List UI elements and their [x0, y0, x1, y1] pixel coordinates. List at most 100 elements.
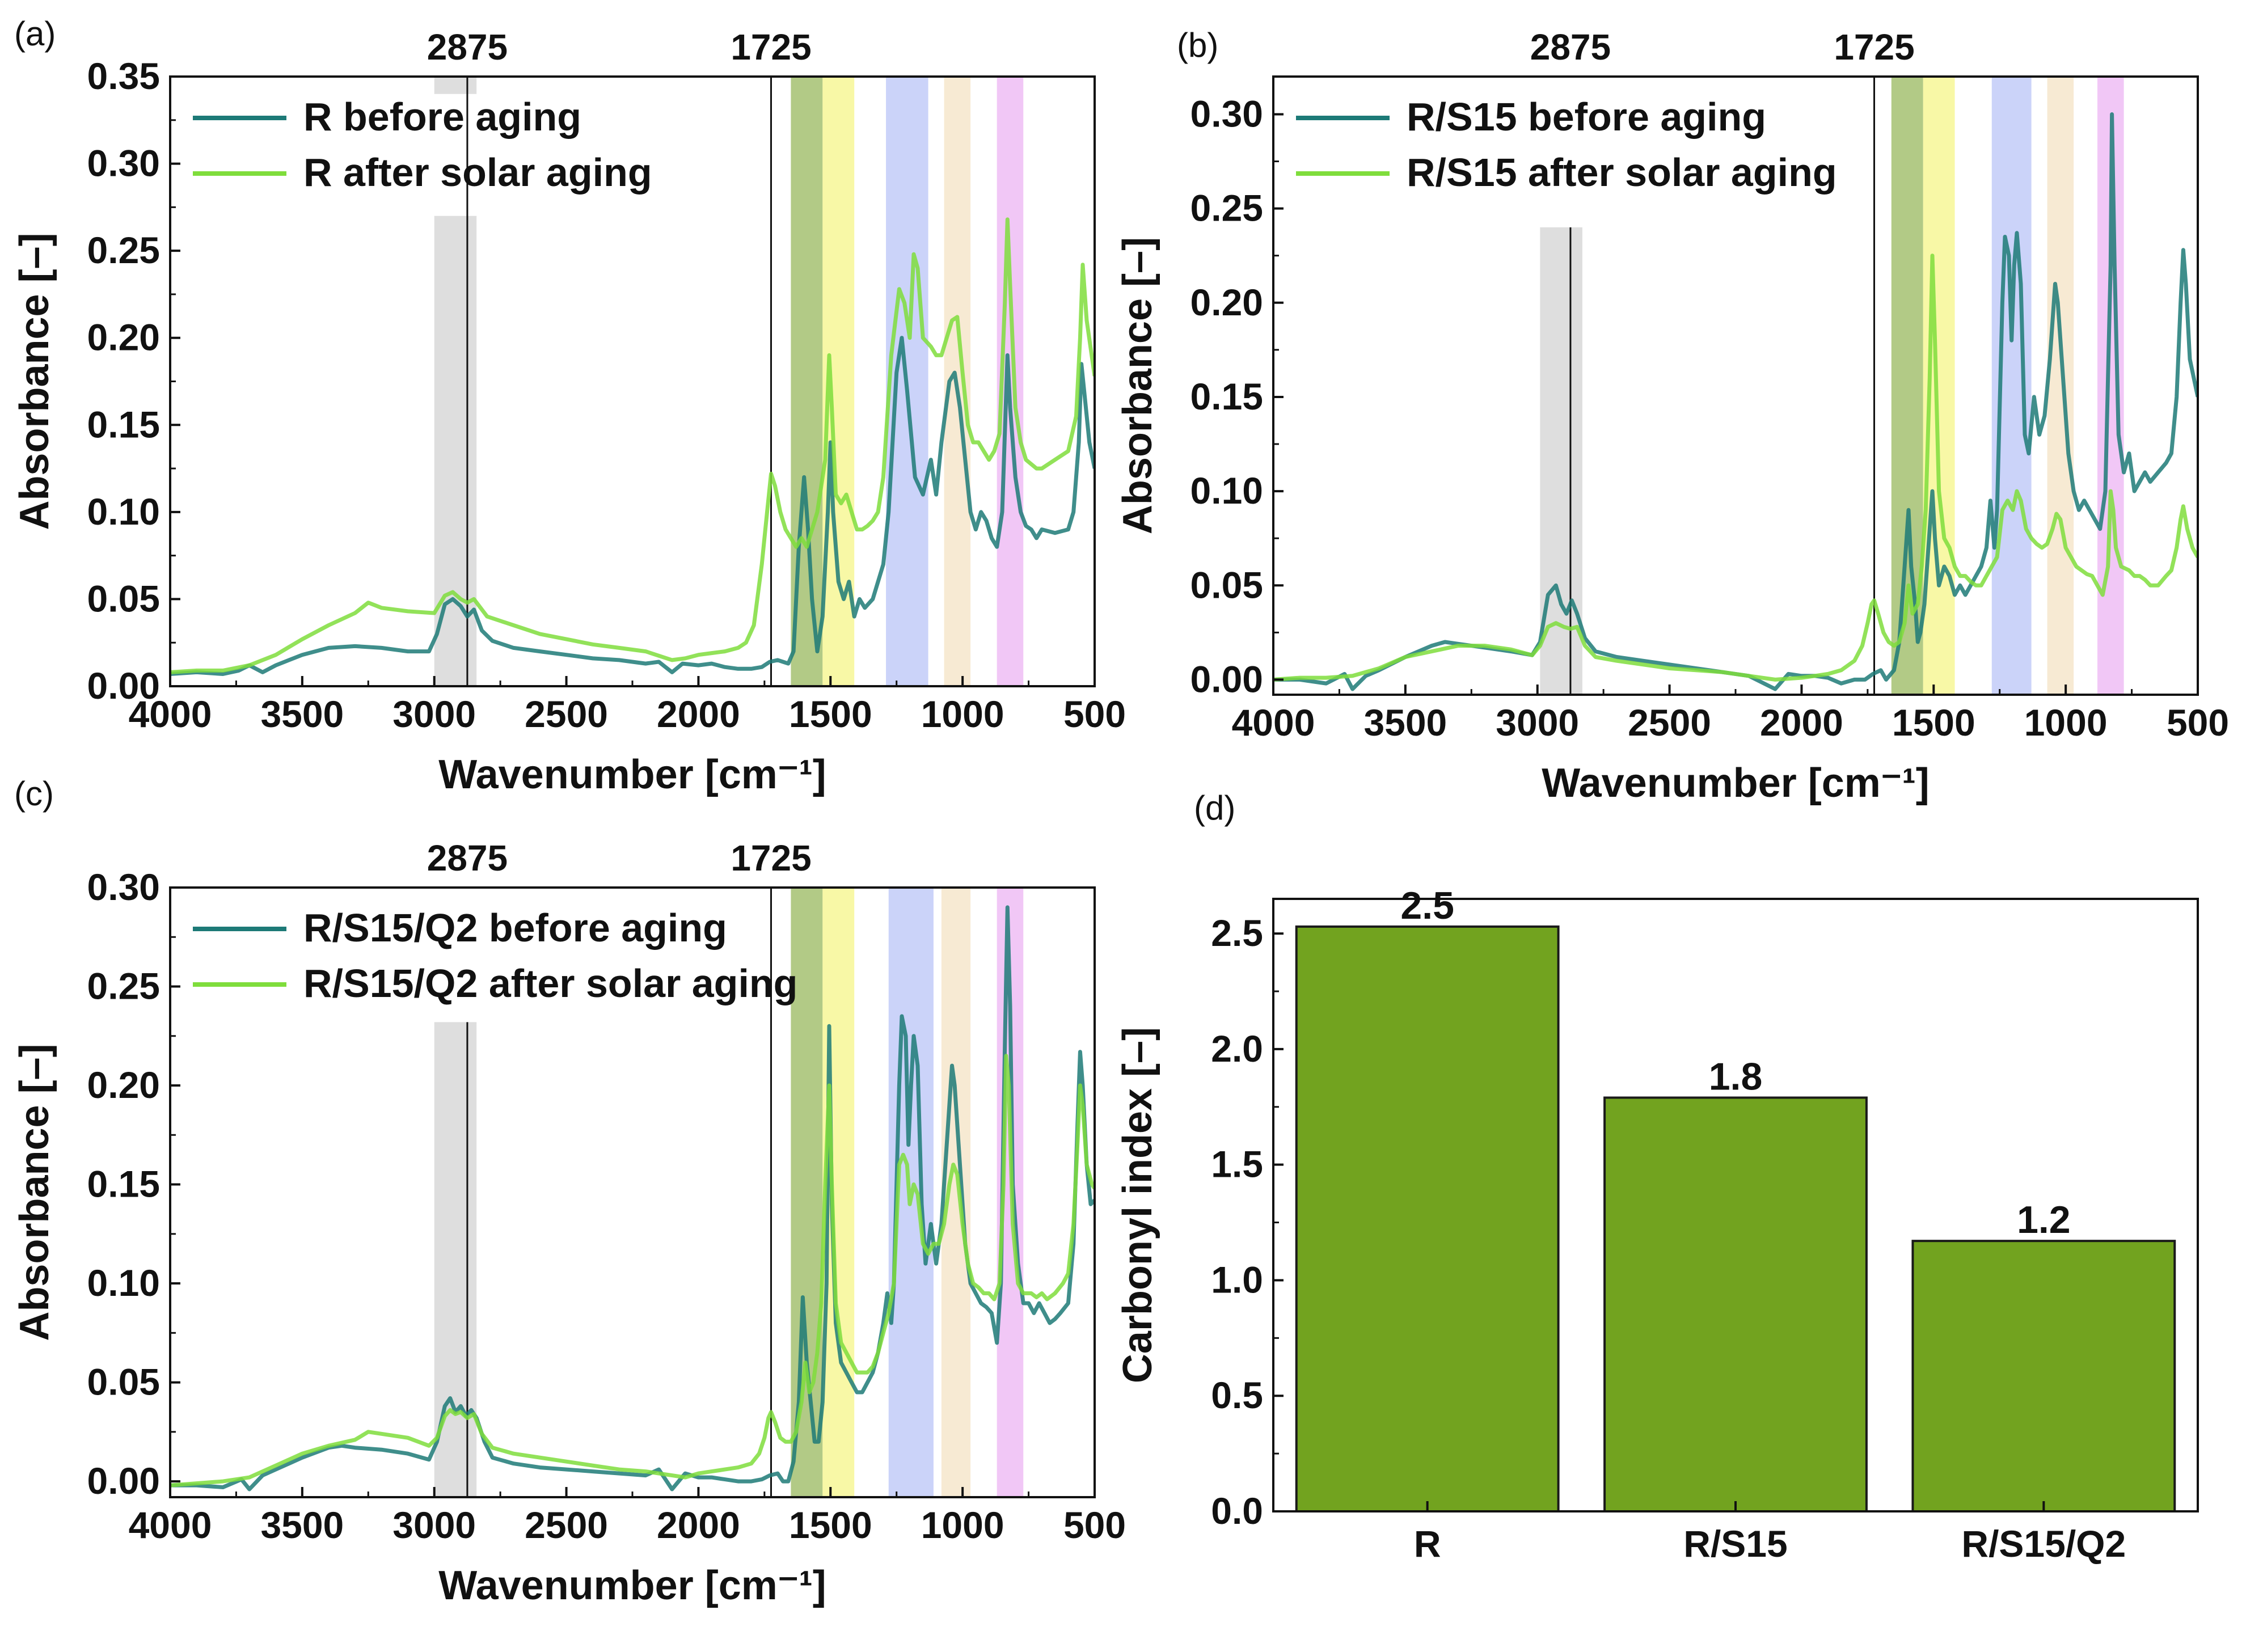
- series-line-before-aging: [170, 905, 1095, 1492]
- y-tick-label: 2.5: [1211, 912, 1263, 954]
- y-tick-label: 1.5: [1211, 1143, 1263, 1185]
- y-tick-label: 0.00: [87, 665, 160, 707]
- x-tick-label: 1000: [2024, 702, 2108, 743]
- series-line-after-solar-aging: [1273, 253, 2198, 682]
- y-tick-label: 0.35: [87, 55, 160, 97]
- x-tick-label: 3000: [1496, 702, 1579, 743]
- x-tick-label: R/S15/Q2: [1961, 1523, 2126, 1565]
- x-tick-label: 1000: [921, 1504, 1004, 1546]
- panel-label: (c): [14, 775, 54, 813]
- x-tick-label: 1500: [789, 693, 872, 735]
- x-tick-label: 500: [1063, 1504, 1126, 1546]
- y-tick-label: 0.15: [87, 403, 160, 445]
- reference-line-label: 2875: [427, 27, 508, 67]
- plot-frame: [169, 886, 1096, 1498]
- highlight-band: [1540, 227, 1582, 695]
- x-tick-label: R/S15: [1683, 1523, 1787, 1565]
- highlight-band: [434, 216, 477, 686]
- x-tick-label: 4000: [129, 693, 212, 735]
- y-tick-label: 0.25: [1190, 187, 1263, 229]
- x-tick-label: 3500: [1363, 702, 1447, 743]
- y-tick-label: 0.25: [87, 965, 160, 1007]
- y-tick-label: 0.25: [87, 229, 160, 271]
- series-line-before-aging: [1273, 112, 2198, 691]
- reference-line-label: 2875: [427, 838, 508, 878]
- x-tick-label: 1500: [1892, 702, 1975, 743]
- reference-line-label: 1725: [731, 838, 811, 878]
- x-tick-label: 2500: [525, 693, 608, 735]
- plot-frame: [1272, 75, 2199, 696]
- panel-label: (a): [14, 15, 56, 53]
- reference-line-label: 1725: [731, 27, 811, 67]
- plot-area: [170, 888, 1095, 1497]
- series-line-after-solar-aging: [170, 217, 1095, 674]
- y-tick-label: 0.20: [87, 316, 160, 358]
- y-tick-label: 0.20: [87, 1064, 160, 1106]
- y-tick-label: 0.10: [87, 491, 160, 533]
- x-axis-title: Wavenumber [cm⁻¹]: [438, 1563, 826, 1608]
- y-tick-label: 0.00: [87, 1460, 160, 1502]
- panel-c: (c) 2875 1725 4000 3500 3000 2500 2000 1500 1000 5…: [12, 775, 1126, 1608]
- plot-frame: [169, 75, 1096, 687]
- y-tick-label: 0.30: [87, 866, 160, 908]
- x-axis-title: Wavenumber [cm⁻¹]: [1542, 760, 1929, 806]
- y-tick-label: 0.10: [87, 1262, 160, 1304]
- legend-label: R after solar aging: [303, 150, 652, 195]
- x-tick-label: 2500: [525, 1504, 608, 1546]
- y-tick-label: 0.15: [87, 1163, 160, 1205]
- y-axis-title: Absorbance [–]: [12, 1043, 57, 1341]
- y-tick-label: 2.0: [1211, 1028, 1263, 1070]
- bar-value-label: 1.2: [2017, 1198, 2071, 1241]
- highlight-band: [791, 888, 823, 1497]
- legend-label: R/S15/Q2 before aging: [303, 906, 727, 950]
- panel-d: (d) 2.5 R 1.8 R/S15 1.2 R/S15/Q2 0.0 0.5 1.0 1.5 2.…: [1115, 789, 2199, 1565]
- x-tick-label: 2000: [657, 1504, 740, 1546]
- y-tick-label: 0.30: [1190, 92, 1263, 134]
- x-tick-label: 500: [1063, 693, 1126, 735]
- x-tick-label: 1500: [789, 1504, 872, 1546]
- legend-label: R/S15 before aging: [1407, 95, 1766, 139]
- x-tick-label: 4000: [129, 1504, 212, 1546]
- y-tick-label: 0.05: [87, 577, 160, 619]
- y-axis-title: Carbonyl index [–]: [1115, 1027, 1160, 1383]
- x-tick-label: R: [1414, 1523, 1441, 1565]
- x-tick-label: 3000: [392, 1504, 476, 1546]
- plot-area: [170, 77, 1095, 686]
- y-tick-label: 0.20: [1190, 281, 1263, 323]
- highlight-band: [2047, 77, 2074, 695]
- y-tick-label: 0.10: [1190, 470, 1263, 512]
- y-tick-label: 0.05: [1190, 564, 1263, 606]
- x-tick-label: 3500: [260, 693, 344, 735]
- bar: [1295, 925, 1560, 1512]
- panel-label: (b): [1177, 26, 1218, 64]
- x-tick-label: 4000: [1232, 702, 1315, 743]
- legend-label: R before aging: [303, 95, 581, 139]
- legend-label: R/S15/Q2 after solar aging: [303, 961, 797, 1005]
- y-tick-label: 1.0: [1211, 1258, 1263, 1300]
- bar-value-label: 1.8: [1709, 1055, 1763, 1098]
- reference-line-label: 1725: [1834, 27, 1914, 67]
- series-line-after-solar-aging: [170, 1054, 1095, 1488]
- y-axis-title: Absorbance [–]: [1115, 237, 1160, 534]
- x-tick-label: 3500: [260, 1504, 344, 1546]
- series-line-before-aging: [170, 336, 1095, 676]
- reference-line-label: 2875: [1530, 27, 1611, 67]
- panel-b: (b) 2875 1725 4000 3500 3000 2500 2000 1500 1000 5…: [1115, 26, 2229, 806]
- y-tick-label: 0.00: [1190, 658, 1263, 700]
- x-tick-label: 500: [2167, 702, 2229, 743]
- panel-label: (d): [1194, 789, 1235, 827]
- plot-area: [1273, 77, 2198, 695]
- x-tick-label: 2000: [657, 693, 740, 735]
- bar: [1911, 1240, 2176, 1513]
- legend-label: R/S15 after solar aging: [1407, 150, 1837, 195]
- y-tick-label: 0.30: [87, 142, 160, 184]
- y-tick-label: 0.05: [87, 1361, 160, 1403]
- y-tick-label: 0.15: [1190, 375, 1263, 417]
- bar-value-label: 2.5: [1400, 884, 1454, 927]
- plot-frame: [1272, 898, 2199, 1512]
- x-tick-label: 3000: [392, 693, 476, 735]
- highlight-band: [434, 77, 477, 94]
- y-tick-label: 0.0: [1211, 1490, 1263, 1532]
- y-tick-label: 0.5: [1211, 1374, 1263, 1416]
